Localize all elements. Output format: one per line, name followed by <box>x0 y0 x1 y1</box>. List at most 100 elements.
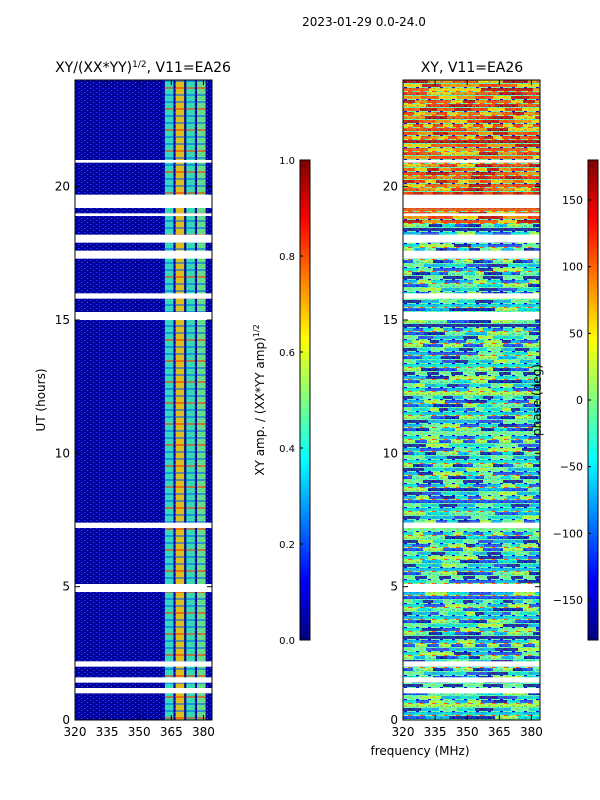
band-speckle <box>197 549 206 551</box>
phase-cell <box>513 116 535 119</box>
band-speckle <box>197 192 206 194</box>
band-speckle <box>175 108 185 110</box>
phase-cell <box>426 648 449 651</box>
band-speckle <box>197 367 206 369</box>
phase-cell <box>415 372 427 375</box>
phase-cell <box>448 408 457 411</box>
band-speckle <box>186 717 195 719</box>
phase-cell <box>429 360 442 363</box>
phase-cell <box>423 260 433 263</box>
phase-cell <box>515 144 529 147</box>
phase-cell <box>503 420 528 423</box>
flagged-gap <box>75 250 212 259</box>
phase-cell <box>520 224 533 227</box>
phase-cell <box>533 396 540 399</box>
band-speckle <box>186 647 195 649</box>
phase-cell <box>423 668 433 671</box>
bright-channel-band <box>164 80 174 720</box>
phase-cell <box>478 336 493 339</box>
phase-cell <box>433 668 443 671</box>
phase-cell <box>423 616 443 619</box>
phase-cell <box>433 464 443 467</box>
band-speckle <box>186 220 195 222</box>
phase-cell <box>455 428 468 431</box>
phase-cell <box>475 508 487 511</box>
band-speckle <box>164 304 174 306</box>
phase-cell <box>507 224 520 227</box>
band-speckle <box>197 262 206 264</box>
band-speckle <box>186 465 195 467</box>
phase-cell <box>442 360 455 363</box>
phase-cell <box>451 508 463 511</box>
phase-cell <box>403 412 423 415</box>
band-speckle <box>197 346 206 348</box>
phase-cell <box>448 336 463 339</box>
phase-cell <box>473 192 483 195</box>
phase-cell <box>433 404 448 407</box>
phase-cell <box>488 516 505 519</box>
band-speckle <box>197 598 206 600</box>
phase-cell <box>528 556 540 559</box>
band-speckle <box>164 171 174 173</box>
phase-cell <box>469 320 491 323</box>
phase-cell <box>483 532 493 535</box>
phase-cell <box>436 112 447 115</box>
phase-cell <box>439 96 457 99</box>
phase-cell <box>499 92 523 95</box>
flagged-gap <box>403 522 540 528</box>
band-speckle <box>186 262 195 264</box>
phase-cell <box>481 88 494 91</box>
phase-cell <box>403 268 418 271</box>
phase-cell <box>403 484 417 487</box>
phase-cell <box>445 144 459 147</box>
phase-cell <box>503 616 523 619</box>
band-speckle <box>175 633 185 635</box>
x-tick-label: 335 <box>424 725 447 739</box>
phase-cell <box>430 272 439 275</box>
y-tick-label: 15 <box>383 313 398 327</box>
phase-cell <box>498 628 517 631</box>
band-speckle <box>175 430 185 432</box>
phase-cell <box>528 148 540 151</box>
band-speckle <box>164 514 174 516</box>
phase-cell <box>508 472 523 475</box>
phase-cell <box>487 168 499 171</box>
band-speckle <box>164 493 174 495</box>
amplitude-panel-title: XY/(XX*YY)1/2, V11=EA26 <box>55 60 231 76</box>
phase-cell <box>511 708 529 711</box>
phase-cell <box>439 100 451 103</box>
phase-cell <box>421 476 430 479</box>
phase-cell <box>427 372 439 375</box>
phase-cell <box>415 168 427 171</box>
phase-cell <box>415 440 427 443</box>
phase-cell <box>523 168 535 171</box>
phase-cell <box>433 336 448 339</box>
band-speckle <box>197 486 206 488</box>
phase-cell <box>426 104 449 107</box>
phase-cell <box>529 436 540 439</box>
phase-cell <box>425 656 436 659</box>
phase-cell <box>425 592 447 595</box>
band-speckle <box>197 458 206 460</box>
phase-cell <box>498 424 517 427</box>
phase-cell <box>493 532 503 535</box>
phase-cell <box>483 140 503 143</box>
phase-cell <box>472 512 495 515</box>
phase-cell <box>422 288 441 291</box>
phase-cell <box>428 352 453 355</box>
phase-cell <box>528 624 540 627</box>
phase-cell <box>424 468 445 471</box>
phase-cell <box>511 96 529 99</box>
phase-cell <box>473 280 487 283</box>
phase-cell <box>448 340 457 343</box>
phase-cell <box>441 424 460 427</box>
phase-cell <box>449 172 472 175</box>
phase-cell <box>451 372 463 375</box>
phase-cell <box>480 452 491 455</box>
phase-cell <box>522 108 539 111</box>
phase-cell <box>507 700 520 703</box>
phase-cell <box>535 388 540 391</box>
band-speckle <box>197 675 206 677</box>
